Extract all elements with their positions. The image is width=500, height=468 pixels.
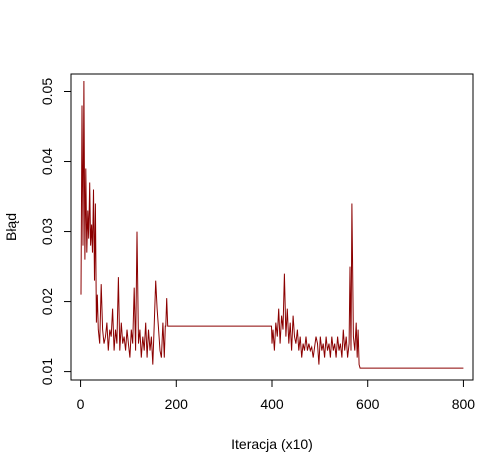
x-axis: 0 200 400 600 800 [77, 379, 476, 412]
y-tick-label: 0.04 [39, 148, 55, 175]
x-tick-label: 800 [452, 396, 476, 412]
y-axis-title: Błąd [3, 213, 19, 241]
y-tick-label: 0.02 [39, 288, 55, 315]
x-tick-label: 400 [260, 396, 284, 412]
y-tick-label: 0.05 [39, 78, 55, 105]
x-tick-label: 600 [356, 396, 380, 412]
y-tick-label: 0.03 [39, 218, 55, 245]
y-axis: 0.01 0.02 0.03 0.04 0.05 [39, 78, 72, 385]
x-tick-label: 0 [77, 396, 85, 412]
y-tick-label: 0.01 [39, 358, 55, 385]
x-axis-title: Iteracja (x10) [231, 436, 313, 452]
x-tick-label: 200 [165, 396, 189, 412]
series-line [80, 80, 464, 369]
